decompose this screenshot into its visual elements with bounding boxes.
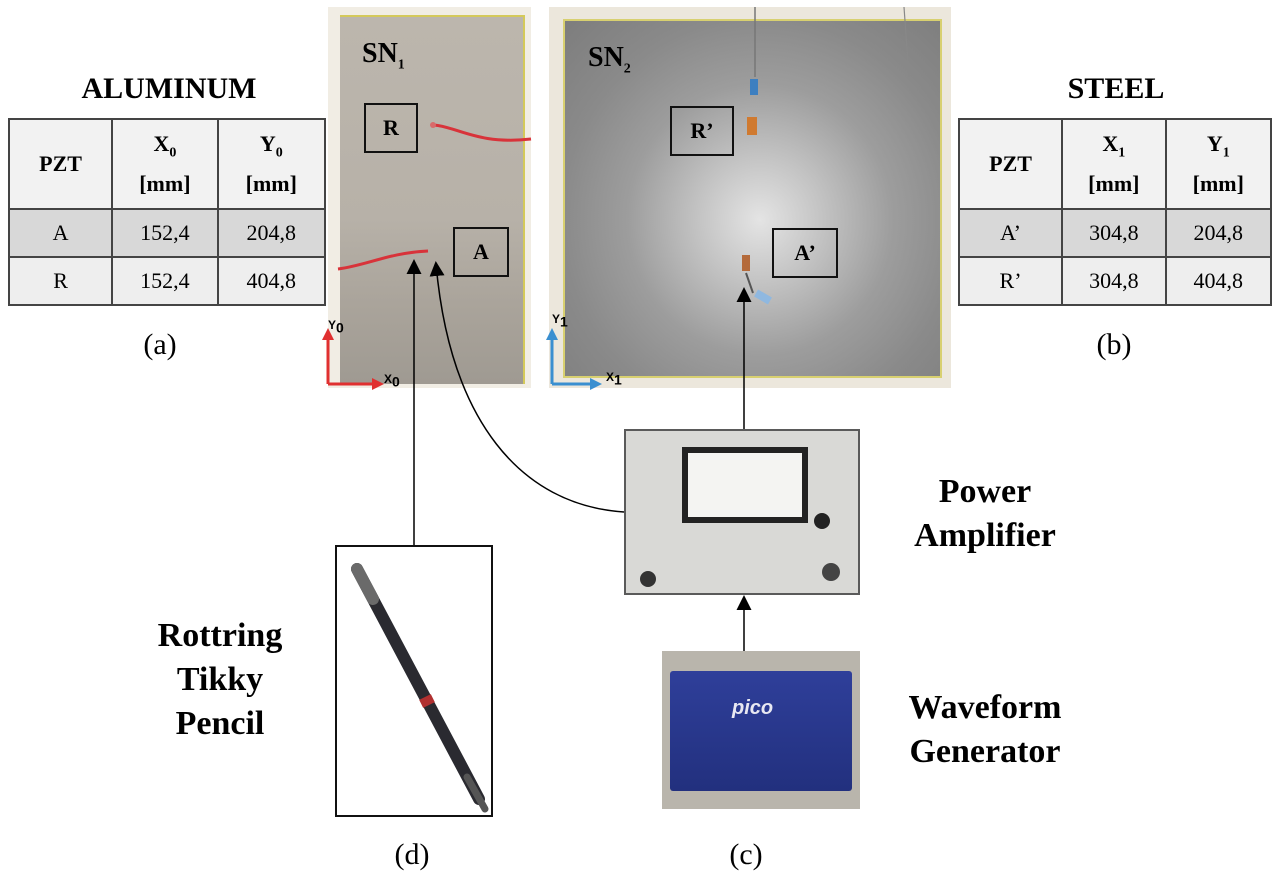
axis-y0-label: Y0 — [328, 318, 344, 336]
pencil-image — [335, 545, 493, 817]
axis-x0-label: X0 — [384, 372, 400, 390]
table-cell: 204,8 — [1164, 208, 1273, 258]
caption-a: (a) — [143, 328, 177, 361]
table-cell: R’ — [957, 256, 1064, 306]
axis-y1-label: Y1 — [552, 312, 568, 330]
table-cell: 152,4 — [111, 208, 219, 258]
meter-icon — [682, 447, 808, 523]
plate1-label: SN1 — [362, 38, 405, 73]
table-row: R 152,4 404,8 — [7, 256, 327, 306]
table-row: A 152,4 204,8 — [7, 208, 327, 258]
caption-b: (b) — [1096, 328, 1132, 361]
table-cell: A — [7, 208, 114, 258]
table-cell: 204,8 — [216, 208, 327, 258]
pico-logo: pico — [732, 697, 774, 719]
table-cell: 404,8 — [216, 256, 327, 306]
steel-plate-photo — [549, 6, 951, 388]
aluminum-header-x: X0 [mm] — [111, 118, 219, 210]
waveform-generator-label: Waveform Generator — [908, 689, 1062, 770]
aluminum-title: ALUMINUM — [81, 72, 257, 105]
aluminum-plate-surface — [340, 15, 525, 384]
steel-plate-surface — [563, 19, 942, 378]
aluminum-wires — [337, 122, 532, 271]
table-cell: R — [7, 256, 114, 306]
sensor-r-box: R — [364, 103, 418, 153]
axis1-arrows — [546, 328, 602, 390]
axis0-arrows — [322, 328, 384, 390]
sensor-a-box: A — [453, 227, 509, 277]
steel-header-x: X1 [mm] — [1061, 118, 1167, 210]
table-cell: 304,8 — [1061, 256, 1167, 306]
aluminum-header-pzt: PZT — [7, 118, 114, 210]
pencil-icon — [351, 563, 489, 813]
aluminum-plate-photo — [328, 7, 532, 388]
knob-icon — [814, 513, 830, 529]
caption-d: (d) — [394, 838, 430, 871]
table-cell: A’ — [957, 208, 1064, 258]
power-amplifier-label: Power Amplifier — [914, 473, 1056, 554]
connector-icon — [640, 571, 656, 587]
steel-wires — [742, 6, 910, 305]
table-cell: 152,4 — [111, 256, 219, 306]
table-cell: 404,8 — [1164, 256, 1273, 306]
connector-icon — [822, 563, 840, 581]
amplifier-to-sensor-a-arrow — [429, 261, 625, 513]
waveform-generator-image: pico — [662, 651, 860, 809]
table-row: A’ 304,8 204,8 — [957, 208, 1273, 258]
steel-header-pzt: PZT — [957, 118, 1064, 210]
steel-title: STEEL — [1067, 72, 1165, 105]
sensor-a-prime-box: A’ — [772, 228, 838, 278]
table-row: R’ 304,8 404,8 — [957, 256, 1273, 306]
pencil-label: Rottring Tikky Pencil — [157, 617, 283, 742]
aluminum-header-y: Y0 [mm] — [216, 118, 327, 210]
axis-x1-label: X1 — [606, 370, 622, 388]
aluminum-table: PZT X0 [mm] Y0 [mm] A 152,4 204,8 R 152,4 … — [7, 118, 327, 306]
steel-table: PZT X1 [mm] Y1 [mm] A’ 304,8 204,8 R’ 304,… — [957, 118, 1273, 306]
power-amplifier-image — [624, 429, 860, 595]
generator-panel: pico — [670, 671, 852, 791]
sensor-r-prime-box: R’ — [670, 106, 734, 156]
caption-c: (c) — [729, 838, 763, 871]
table-cell: 304,8 — [1061, 208, 1167, 258]
steel-header-y: Y1 [mm] — [1164, 118, 1273, 210]
plate2-label: SN2 — [588, 42, 631, 77]
